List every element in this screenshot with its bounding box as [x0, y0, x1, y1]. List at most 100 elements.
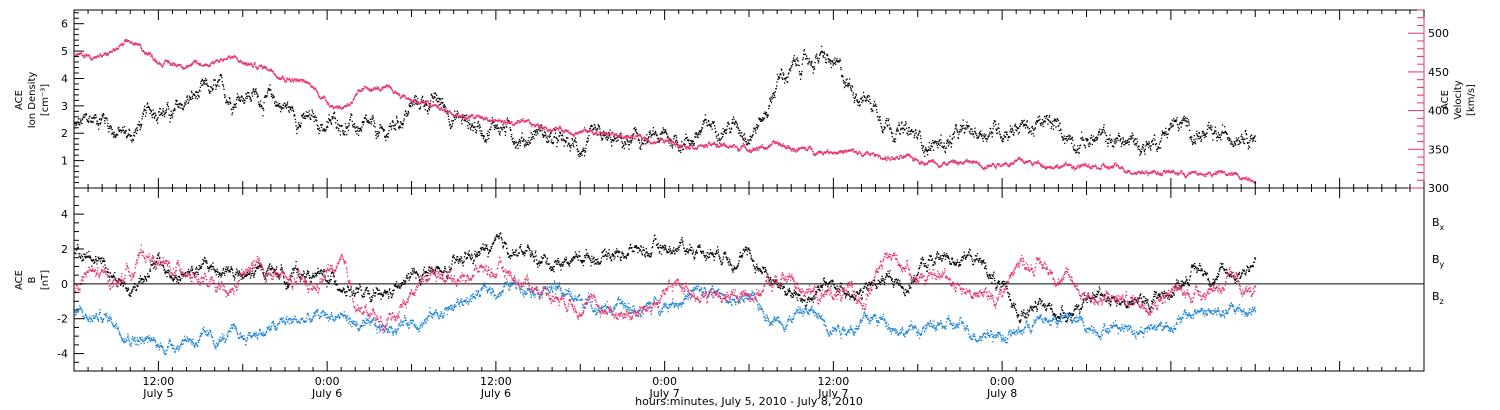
- data-point: [552, 129, 554, 131]
- data-point: [566, 130, 569, 133]
- data-point: [1175, 120, 1177, 123]
- data-point: [83, 57, 85, 59]
- data-point: [510, 129, 512, 131]
- data-point: [171, 63, 173, 65]
- data-point: [1066, 140, 1068, 142]
- data-point: [897, 124, 900, 127]
- data-point: [622, 145, 625, 147]
- data-point: [1082, 138, 1084, 140]
- data-point: [509, 127, 511, 129]
- data-point: [314, 87, 317, 89]
- data-point: [994, 120, 996, 122]
- data-point: [120, 130, 122, 132]
- data-point: [855, 94, 857, 96]
- data-point: [537, 133, 539, 135]
- data-point: [736, 122, 738, 125]
- data-point: [230, 108, 233, 110]
- data-point: [355, 94, 357, 97]
- data-point: [111, 50, 113, 52]
- data-point: [371, 118, 374, 120]
- data-point: [731, 146, 733, 148]
- data-point: [600, 135, 602, 137]
- data-point: [684, 137, 687, 140]
- data-point: [426, 104, 428, 106]
- data-point: [748, 150, 750, 152]
- data-point: [95, 114, 97, 116]
- data-point: [145, 109, 147, 112]
- data-point: [1188, 124, 1190, 126]
- data-point: [1172, 124, 1174, 126]
- data-point: [488, 134, 490, 136]
- data-point: [891, 136, 893, 138]
- data-point: [168, 114, 171, 116]
- data-point: [1049, 115, 1051, 117]
- data-point: [384, 85, 386, 87]
- data-point: [697, 136, 699, 139]
- data-point: [1064, 142, 1066, 144]
- data-point: [1018, 127, 1020, 129]
- data-point: [711, 123, 713, 125]
- data-point: [236, 93, 239, 95]
- data-point: [197, 91, 199, 94]
- data-point: [546, 129, 548, 131]
- data-point: [951, 137, 954, 140]
- data-point: [764, 147, 766, 149]
- data-point: [368, 89, 370, 91]
- data-point: [475, 115, 477, 117]
- data-point: [732, 121, 734, 123]
- data-point: [423, 105, 425, 107]
- data-point: [961, 129, 963, 131]
- data-point: [926, 162, 928, 164]
- data-point: [486, 118, 488, 120]
- data-point: [182, 68, 184, 70]
- data-point: [170, 110, 172, 112]
- data-point: [715, 145, 717, 147]
- data-point: [969, 132, 971, 135]
- data-point: [1003, 138, 1005, 140]
- data-point: [930, 149, 932, 151]
- data-point: [661, 130, 663, 133]
- data-point: [456, 110, 458, 112]
- data-point: [482, 119, 485, 121]
- data-point: [995, 129, 998, 132]
- data-point: [203, 82, 205, 85]
- data-point: [905, 155, 908, 157]
- data-point: [635, 128, 637, 130]
- data-point: [832, 61, 834, 64]
- data-point: [598, 125, 600, 127]
- data-point: [449, 124, 451, 126]
- data-point: [779, 142, 781, 144]
- data-point: [843, 152, 845, 154]
- data-point: [766, 116, 768, 119]
- data-point: [938, 143, 940, 146]
- data-point: [1167, 128, 1170, 131]
- data-point: [671, 145, 673, 147]
- data-point: [584, 151, 586, 153]
- data-point: [847, 149, 849, 151]
- data-point: [762, 118, 764, 120]
- data-point: [279, 103, 281, 105]
- data-point: [1137, 148, 1139, 150]
- data-point: [915, 132, 917, 134]
- data-point: [150, 110, 152, 112]
- data-point: [691, 144, 693, 146]
- data-point: [1183, 115, 1185, 117]
- data-point: [830, 66, 833, 69]
- data-point: [135, 44, 137, 46]
- data-point: [424, 104, 426, 106]
- data-point: [922, 161, 924, 164]
- data-point: [637, 135, 639, 137]
- data-point: [188, 100, 190, 102]
- data-point: [1173, 120, 1175, 122]
- data-point: [547, 130, 550, 132]
- data-point: [735, 120, 737, 122]
- data-point: [782, 74, 785, 76]
- data-point: [391, 125, 393, 127]
- data-point: [719, 145, 721, 147]
- data-point: [904, 124, 906, 126]
- data-point: [454, 110, 456, 112]
- data-point: [461, 123, 463, 125]
- data-point: [77, 118, 80, 120]
- data-point: [302, 114, 304, 116]
- data-point: [1074, 149, 1076, 151]
